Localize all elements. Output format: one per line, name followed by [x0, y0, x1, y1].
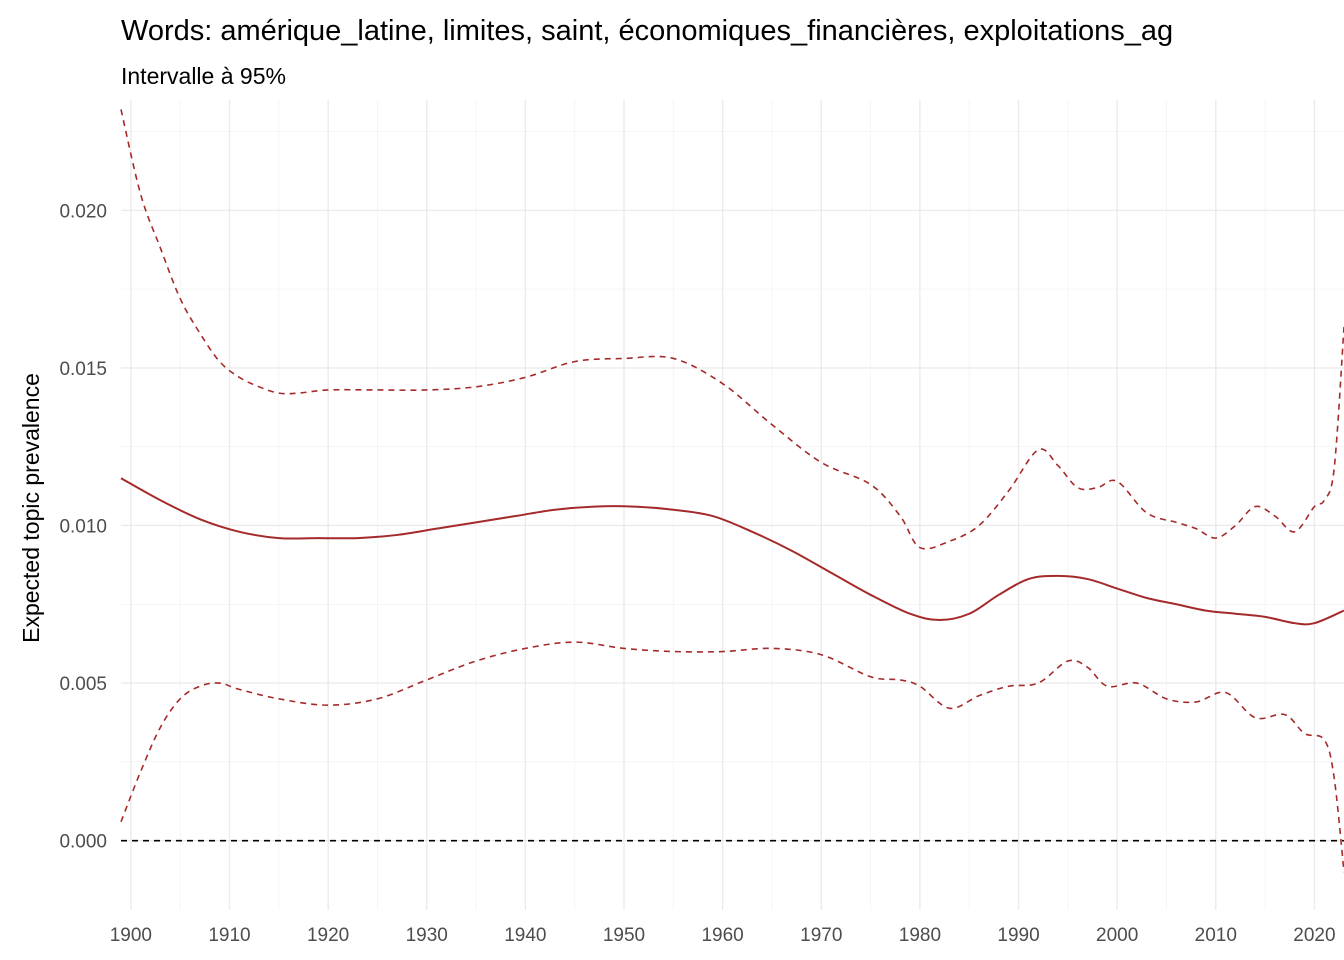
- x-tick-label: 1920: [307, 925, 349, 946]
- y-tick-label: 0.005: [59, 674, 107, 695]
- x-tick-label: 2000: [1096, 925, 1138, 946]
- x-axis-ticks: 1900 1910 1920 1930 1940 1950 1960 1970 1980 1990…: [110, 925, 1336, 946]
- x-tick-label: 1900: [110, 925, 152, 946]
- x-tick-label: 1970: [800, 925, 842, 946]
- y-axis-ticks: 0.000 0.005 0.010 0.015 0.020: [59, 201, 107, 852]
- x-tick-label: 2020: [1293, 925, 1335, 946]
- series-line-estimate: [120, 477, 1344, 626]
- x-tick-label: 2010: [1195, 925, 1237, 946]
- series-line-lower: [120, 641, 1344, 873]
- x-tick-label: 1980: [899, 925, 941, 946]
- x-tick-label: 1940: [504, 925, 546, 946]
- series-line-upper: [120, 109, 1344, 550]
- x-tick-label: 1950: [603, 925, 645, 946]
- grid-lines: [121, 100, 1344, 910]
- y-tick-label: 0.015: [59, 359, 107, 380]
- x-tick-label: 1990: [997, 925, 1039, 946]
- y-tick-label: 0.000: [59, 832, 107, 853]
- chart-subtitle: Intervalle à 95%: [121, 63, 286, 89]
- y-axis-label: Expected topic prevalence: [18, 373, 44, 643]
- y-tick-label: 0.020: [59, 201, 107, 222]
- x-tick-label: 1960: [701, 925, 743, 946]
- series-lines: [120, 109, 1344, 873]
- y-tick-label: 0.010: [59, 516, 107, 537]
- chart-title: Words: amérique_latine, limites, saint, …: [121, 15, 1173, 47]
- x-tick-label: 1930: [406, 925, 448, 946]
- x-tick-label: 1910: [208, 925, 250, 946]
